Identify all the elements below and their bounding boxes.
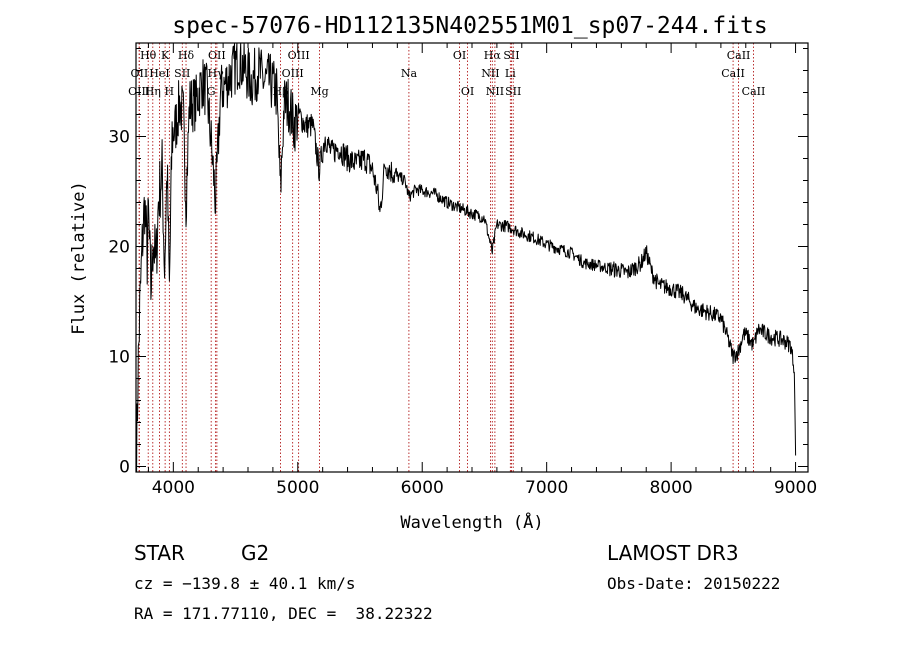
axis-ticks: 4000 5000 6000 7000 8000 9000 0 10 20 30 [108,43,817,498]
spectral-line-label: OIII [282,67,304,80]
spectral-line-label: Hθ [140,49,157,62]
spectral-line-label: H [165,85,175,98]
y-tick-label: 30 [108,128,130,148]
x-tick-label: 6000 [401,478,444,498]
spectral-line-label: SII [503,49,519,62]
x-tick-label: 8000 [649,478,692,498]
x-tick-label: 5000 [276,478,319,498]
spectral-line-label: OIII [128,85,150,98]
spectral-line-label: SII [174,67,190,80]
spectral-line-label: OII [131,67,149,80]
spectral-line-label: Mg [310,85,328,98]
spectral-line-label: K [161,49,170,62]
object-subclass: G2 [241,541,270,565]
plot-frame [135,42,809,473]
spectral-line-label: SII [505,85,521,98]
chart-title: spec-57076-HD112135N402551M01_sp07-244.f… [172,13,767,39]
spectral-line-label: NII [486,85,504,98]
spectral-line-label: OII [208,49,226,62]
spectrum-line [136,42,797,473]
survey-name: LAMOST DR3 [607,541,739,565]
spectral-line-label: CaII [721,67,745,80]
ra-dec: RA = 171.77110, DEC = 38.22322 [134,604,433,623]
spectral-line-label: Hα [484,49,502,62]
spectral-line-label: Na [401,67,418,80]
spectral-line-label: Li [505,67,516,80]
x-tick-label: 4000 [152,478,195,498]
spectral-line-label: NII [481,67,499,80]
spectral-line-label: Hη [145,85,161,98]
spectral-line-label: Hδ [178,49,195,62]
object-type: STAR [134,541,185,565]
spectral-line-label: G [207,85,216,98]
x-axis-label: Wavelength (Å) [400,511,543,533]
y-tick-label: 10 [108,348,130,368]
spectral-line-label: OIII [288,49,310,62]
spectral-line-label: OI [461,85,474,98]
x-tick-label: 9000 [774,478,817,498]
redshift-cz: cz = −139.8 ± 40.1 km/s [134,574,356,593]
observation-date: Obs-Date: 20150222 [607,574,781,593]
spectral-line-label: CaII [742,85,766,98]
y-tick-label: 20 [108,238,130,258]
spectral-line-label: OI [453,49,466,62]
spectral-line-label: HeI [149,67,169,80]
spectral-line-label: CaII [727,49,751,62]
x-tick-label: 7000 [525,478,568,498]
y-axis-label: Flux (relative) [69,181,89,335]
y-tick-label: 0 [119,458,130,478]
spectral-line-label: Hγ [208,67,225,80]
